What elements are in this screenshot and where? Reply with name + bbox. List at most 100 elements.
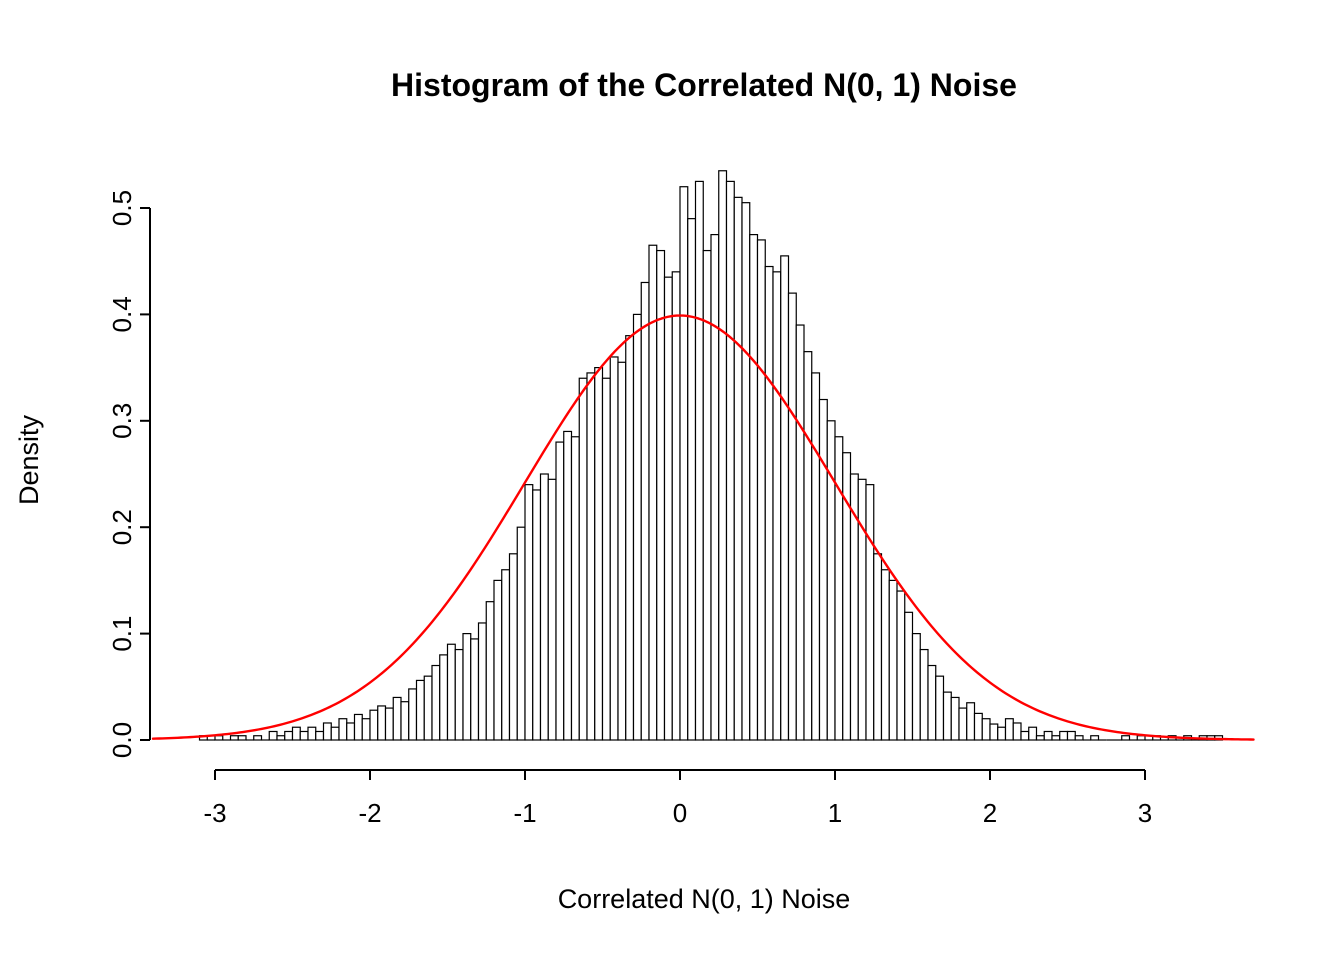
histogram-bar	[524, 484, 534, 741]
x-tick-label: 2	[983, 798, 997, 828]
histogram-bar	[811, 372, 821, 741]
histogram-bar	[865, 484, 875, 741]
histogram-bar	[446, 643, 456, 741]
histogram-bar	[485, 601, 495, 741]
histogram-bar	[764, 265, 774, 741]
histogram-bar	[981, 718, 991, 741]
histogram-bar	[384, 707, 394, 741]
histogram-bar	[508, 553, 518, 741]
histogram-bar	[857, 478, 867, 741]
histogram-bar	[501, 569, 511, 741]
y-tick-label: 0.3	[107, 403, 137, 439]
histogram-bar	[888, 579, 898, 741]
histogram-bar	[880, 569, 890, 741]
normal-curve-path	[151, 314, 1255, 741]
histogram-bar	[353, 713, 363, 741]
histogram-bar	[718, 170, 728, 741]
y-tick-label: 0.4	[107, 296, 137, 332]
histogram-bar	[563, 430, 573, 741]
histogram-bar	[911, 632, 921, 741]
histogram-bar	[687, 218, 697, 741]
y-tick-label: 0.2	[107, 509, 137, 545]
y-tick-label: 0.0	[107, 722, 137, 758]
histogram-bar	[656, 249, 666, 741]
chart-title: Histogram of the Correlated N(0, 1) Nois…	[391, 67, 1017, 103]
histogram-bar	[330, 726, 340, 741]
histogram-bar	[423, 675, 433, 741]
histogram-bar	[1136, 735, 1146, 741]
histogram-bar	[904, 611, 914, 741]
histogram-bar	[679, 186, 689, 741]
histogram-bar	[780, 255, 790, 741]
histogram-bar	[896, 590, 906, 741]
histogram-bar	[950, 696, 960, 741]
histogram-bar	[1004, 718, 1014, 741]
histogram-bar	[439, 654, 449, 741]
histogram-bar	[431, 664, 441, 741]
histogram-bar	[315, 730, 325, 741]
histogram-bar	[214, 735, 224, 741]
histogram-bar	[966, 702, 976, 741]
histogram-bar	[625, 335, 635, 741]
histogram-bar	[1066, 730, 1076, 741]
histogram-bar	[477, 622, 487, 741]
histogram-bar	[989, 723, 999, 741]
histogram-bar	[532, 489, 542, 741]
histogram-bar	[795, 324, 805, 741]
histogram-bar	[392, 696, 402, 741]
histogram-bar	[803, 351, 813, 741]
histogram-bars	[198, 170, 1224, 741]
histogram-bar	[648, 244, 658, 741]
histogram-bar	[555, 441, 565, 741]
x-tick-label: -2	[358, 798, 381, 828]
x-axis-label: Correlated N(0, 1) Noise	[558, 884, 851, 914]
x-tick-label: -1	[513, 798, 536, 828]
histogram-bar	[237, 735, 247, 741]
histogram-bar	[601, 377, 611, 741]
histogram-bar	[617, 361, 627, 741]
histogram-bar	[1035, 735, 1045, 741]
x-tick-label: 3	[1138, 798, 1152, 828]
histogram-bar	[1051, 735, 1061, 741]
histogram-bar	[1012, 722, 1022, 741]
histogram-bar	[632, 313, 642, 741]
histogram-bar	[671, 271, 681, 741]
histogram-bar	[268, 730, 278, 741]
histogram-bar	[1059, 730, 1069, 741]
normal-density-curve	[151, 314, 1255, 741]
histogram-bar	[516, 526, 526, 741]
histogram-bar	[818, 398, 828, 741]
histogram-bar	[609, 356, 619, 741]
histogram-bar	[973, 712, 983, 741]
plot-axes: 0.0 0.1 0.2 0.3 0.4 0.5 -3 -2 -1 0 1 2 3	[107, 190, 1152, 828]
histogram-bar	[253, 735, 263, 741]
x-tick-label: -3	[203, 798, 226, 828]
histogram-bar	[586, 372, 596, 741]
histogram-bar	[935, 675, 945, 741]
x-tick-label: 1	[828, 798, 842, 828]
histogram-bar	[733, 196, 743, 741]
histogram-bar	[749, 234, 759, 741]
histogram-bar	[1074, 735, 1084, 741]
histogram-bar	[958, 707, 968, 741]
histogram-bar	[284, 730, 294, 741]
histogram-bar	[578, 377, 588, 741]
histogram-bar	[694, 180, 704, 741]
histogram-bar	[462, 632, 472, 741]
histogram-bar	[415, 679, 425, 741]
histogram-bar	[997, 726, 1007, 741]
histogram-bar	[377, 705, 387, 741]
histogram-bar	[787, 292, 797, 741]
histogram-bar	[276, 735, 286, 741]
histogram-bar	[369, 709, 379, 741]
histogram-bar	[927, 664, 937, 741]
histogram-bar	[919, 648, 929, 741]
histogram-bar	[570, 436, 580, 741]
histogram-bar	[1028, 726, 1038, 741]
histogram-bar	[299, 730, 309, 741]
histogram-bar	[1043, 730, 1053, 741]
histogram-bar	[338, 718, 348, 741]
histogram-bar	[594, 367, 604, 741]
